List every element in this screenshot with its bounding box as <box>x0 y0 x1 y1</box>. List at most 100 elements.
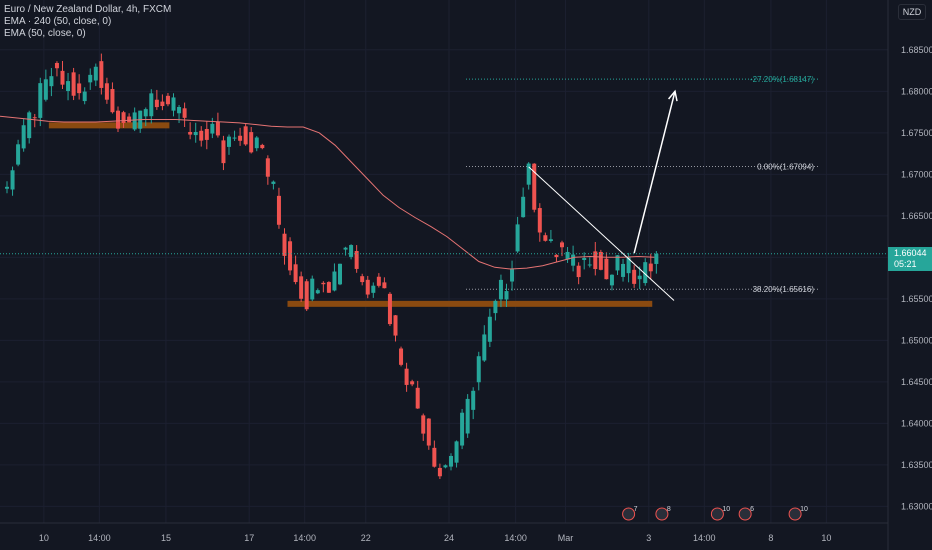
candle-body <box>371 285 376 293</box>
candle <box>21 118 26 152</box>
candle-body <box>238 135 243 141</box>
ema-indicator[interactable]: EMA (50, close, 0) <box>4 28 86 39</box>
candle <box>254 136 259 152</box>
fibonacci-levels: -27.20%(1.68147) 0.00%(1.67094) 38.20%(1.6… <box>466 75 820 294</box>
currency-selector[interactable]: NZD <box>898 4 926 20</box>
candle-body <box>60 70 65 85</box>
time-tick-label: 17 <box>244 533 254 543</box>
candle-body <box>210 123 215 134</box>
time-tick-label: 3 <box>646 533 651 543</box>
candle-body <box>243 126 248 145</box>
candle <box>10 166 15 196</box>
candle-body <box>471 390 476 410</box>
candle-body <box>532 163 537 210</box>
candle-body <box>149 93 154 117</box>
candle <box>543 232 548 242</box>
time-tick-label: 14:00 <box>88 533 111 543</box>
candle <box>27 110 32 144</box>
ema-240-indicator[interactable]: EMA · 240 (50, close, 0) <box>4 16 112 27</box>
candle-body <box>593 251 598 270</box>
candle <box>593 241 598 276</box>
price-axis[interactable]: 1.68500 1.68000 1.67500 1.67000 1.66500 1.660… <box>887 0 932 550</box>
time-tick-label: 14:00 <box>693 533 716 543</box>
candle <box>177 105 182 124</box>
candlestick-series <box>5 53 659 480</box>
candle <box>260 143 265 150</box>
candle-body <box>10 170 15 190</box>
candle <box>376 273 381 288</box>
candle-body <box>38 83 43 118</box>
candle <box>77 74 82 100</box>
candle-body <box>182 108 187 118</box>
candle <box>371 282 376 298</box>
price-tick-label: 1.68000 <box>901 86 932 96</box>
price-tick-label: 1.64000 <box>901 418 932 428</box>
candle-body <box>560 242 564 248</box>
candle <box>487 308 492 348</box>
candle <box>393 314 398 342</box>
candle-body <box>121 112 126 123</box>
candle-body <box>54 62 59 69</box>
event-marker-icon <box>788 507 802 521</box>
candle-body <box>476 356 481 383</box>
candle-body <box>165 95 170 105</box>
candle <box>188 122 193 140</box>
candle <box>49 67 54 97</box>
time-tick-label: 22 <box>361 533 371 543</box>
candle-body <box>443 465 448 468</box>
candle <box>404 362 409 392</box>
candle <box>537 203 542 242</box>
price-tick-label: 1.65000 <box>901 335 932 345</box>
candle <box>38 77 43 127</box>
candle-body <box>421 415 426 434</box>
candle <box>354 245 359 273</box>
time-tick-label: 8 <box>768 533 773 543</box>
candle-body <box>110 88 115 113</box>
candle-body <box>154 99 159 108</box>
price-tick-label: 1.68500 <box>901 45 932 55</box>
candle-body <box>160 101 165 107</box>
candle <box>238 127 243 146</box>
candle <box>609 274 614 291</box>
candle-body <box>387 293 392 325</box>
candle-body <box>177 107 182 114</box>
candle <box>182 102 187 128</box>
candle <box>243 123 248 146</box>
candle <box>349 244 354 260</box>
candle-body <box>482 334 487 361</box>
candle <box>71 67 76 101</box>
candle-body <box>360 276 365 283</box>
candle <box>121 110 126 128</box>
candle <box>127 113 132 123</box>
candle <box>510 260 515 291</box>
candle-body <box>587 264 592 266</box>
candle <box>143 107 148 127</box>
candle-body <box>271 181 276 184</box>
candle-body <box>310 278 315 300</box>
candle-body <box>554 254 559 258</box>
event-marker-count: 10 <box>722 506 730 513</box>
candle <box>293 255 298 285</box>
support-zones <box>48 122 653 307</box>
projection-arrow-head <box>668 89 678 102</box>
candle-body <box>254 137 259 149</box>
event-marker: 7 <box>622 506 638 521</box>
candle-body <box>276 195 281 225</box>
candle-body <box>632 269 637 284</box>
candle-body <box>49 76 54 87</box>
candle-body <box>43 79 48 100</box>
candle <box>93 63 98 87</box>
candle-body <box>365 279 370 295</box>
time-axis[interactable]: 10 14:00 15 17 14:00 22 24 14:00 Mar 3 14:00 8 10 <box>0 522 888 543</box>
candle-body <box>326 282 331 293</box>
candle-body <box>299 276 304 299</box>
candle-body <box>460 412 465 446</box>
candle <box>399 346 404 367</box>
candle-body <box>88 74 93 83</box>
candle <box>482 325 487 362</box>
symbol-title[interactable]: Euro / New Zealand Dollar, 4h, FXCM <box>4 4 172 15</box>
candle-body <box>382 282 387 289</box>
candle <box>443 464 448 469</box>
event-marker-count: 7 <box>634 506 638 513</box>
